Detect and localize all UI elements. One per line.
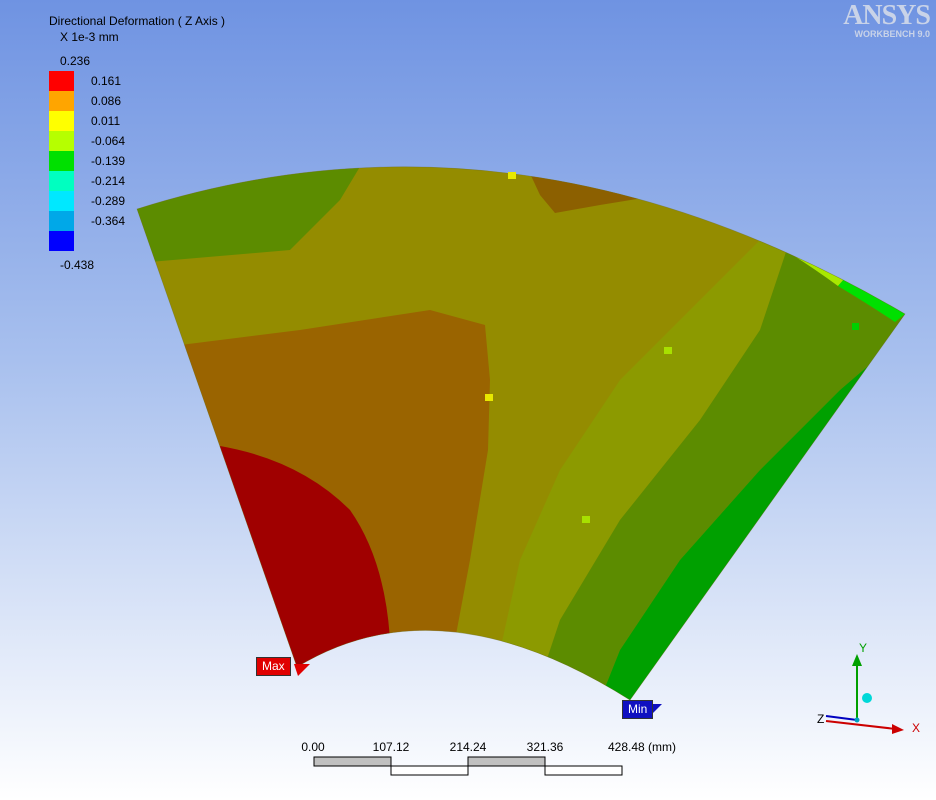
legend-min-value: -0.438 [60, 258, 95, 272]
scale-bar-segment [313, 756, 392, 767]
mesh-marker [508, 172, 516, 179]
legend-swatch: 0.086 [49, 91, 121, 111]
max-probe-pointer [294, 664, 310, 676]
legend-units: X 1e-3 mm [60, 30, 119, 44]
scale-tick-label: 107.12 [372, 740, 410, 754]
logo-version: WORKBENCH 9.0 [854, 29, 930, 39]
scale-bar-segment [467, 756, 546, 767]
triad-origin [854, 717, 860, 723]
mesh-marker [852, 323, 859, 330]
scale-tick-label: 321.36 [526, 740, 564, 754]
triad-x-label: X [912, 721, 921, 735]
legend-band-label: 0.161 [91, 74, 122, 88]
scale-bar-segment [390, 765, 469, 776]
coordinate-triad[interactable] [825, 654, 904, 734]
triad-y-arrowhead [852, 654, 862, 666]
legend-color-bar[interactable]: 0.161 0.086 0.011 -0.064 -0.139 -0.214 -0.289 -… [49, 71, 125, 251]
legend-swatch: 0.161 [49, 71, 121, 91]
scale-tick-label: 214.24 [449, 740, 487, 754]
min-probe-label[interactable]: Min [622, 700, 654, 719]
legend-band-label: -0.364 [91, 214, 126, 228]
logo-brand: ANSYS [843, 0, 931, 31]
ansys-logo: ANSYS WORKBENCH 9.0 [843, 0, 931, 39]
triad-z-label: Z [817, 712, 825, 726]
contour-yellow-green-region [498, 240, 790, 680]
triad-x-axis [825, 720, 897, 730]
contour-green-dark-region [540, 240, 905, 700]
scale-bar-segment [544, 765, 623, 776]
mesh-marker [664, 347, 672, 354]
legend-band-label: 0.086 [91, 94, 122, 108]
legend-swatch: -0.064 [49, 131, 125, 151]
legend-band-label: -0.289 [91, 194, 126, 208]
legend-swatch: 0.011 [49, 111, 120, 131]
legend-swatch: -0.364 [49, 211, 125, 231]
triad-z-axis [825, 715, 858, 721]
mesh-marker [485, 394, 493, 401]
scale-tick-label: 0.00 [301, 740, 325, 754]
triad-y-label: Y [859, 641, 868, 655]
contour-green-corner-region [137, 166, 370, 262]
triad-iso-ball [862, 693, 872, 703]
legend-swatch: -0.139 [49, 151, 125, 171]
legend-band-label: -0.064 [91, 134, 126, 148]
legend-band-label: 0.011 [91, 114, 121, 128]
contour-blue-dark-region [740, 540, 905, 700]
model-outline [136, 166, 906, 701]
legend-band-label: -0.139 [91, 154, 126, 168]
legend-swatch [49, 231, 74, 251]
scale-tick-label: 428.48 (mm) [607, 740, 677, 754]
scale-bar [313, 756, 623, 776]
legend-band-label: -0.214 [91, 174, 126, 188]
mesh-marker [582, 516, 590, 523]
legend-max-value: 0.236 [60, 54, 91, 68]
legend-swatch: -0.214 [49, 171, 125, 191]
max-probe-label[interactable]: Max [256, 657, 291, 676]
triad-x-arrowhead [892, 724, 904, 734]
legend-title: Directional Deformation ( Z Axis ) [49, 14, 226, 28]
top-edge-green-band [838, 278, 905, 322]
legend-swatch: -0.289 [49, 191, 125, 211]
